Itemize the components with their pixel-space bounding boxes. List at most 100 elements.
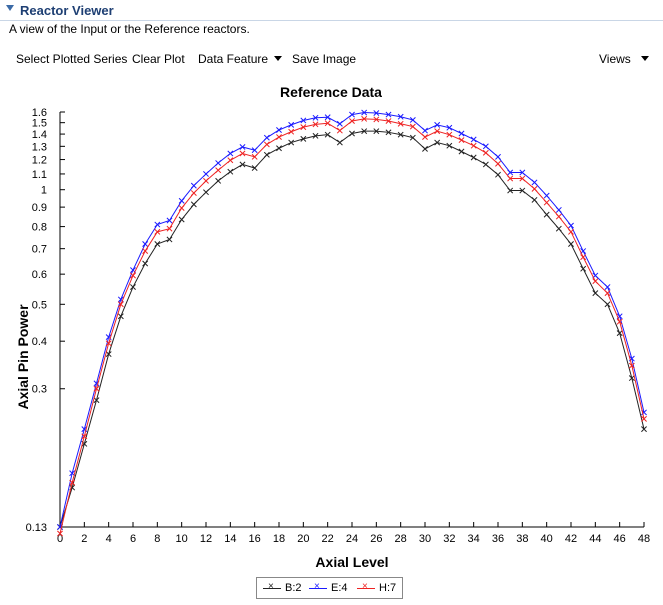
data-point-marker bbox=[93, 397, 100, 404]
data-point-marker bbox=[105, 340, 112, 347]
data-point-marker bbox=[336, 139, 343, 146]
x-tick-label: 4 bbox=[106, 533, 112, 545]
data-point-marker bbox=[312, 132, 319, 139]
data-point-marker bbox=[495, 153, 501, 160]
x-tick-label: 30 bbox=[419, 533, 431, 545]
section-title[interactable]: Reactor Viewer bbox=[20, 3, 114, 18]
section-header[interactable]: Reactor Viewer bbox=[0, 0, 663, 21]
save-image-label: Save Image bbox=[292, 52, 357, 66]
x-tick-label: 26 bbox=[370, 533, 382, 545]
x-tick-label: 2 bbox=[81, 533, 87, 545]
data-point-marker bbox=[178, 205, 185, 211]
data-point-marker bbox=[519, 187, 526, 194]
clear-plot-button[interactable]: Clear Plot bbox=[132, 52, 185, 66]
x-tick-label: 44 bbox=[589, 533, 601, 545]
legend-line bbox=[263, 588, 281, 589]
data-point-marker bbox=[604, 284, 611, 290]
data-point-marker bbox=[288, 139, 295, 146]
legend-marker-icon: × bbox=[362, 581, 368, 592]
data-point-marker bbox=[251, 147, 258, 154]
data-point-marker bbox=[203, 170, 209, 177]
data-point-marker bbox=[458, 137, 465, 144]
data-point-marker bbox=[434, 139, 441, 146]
data-point-marker bbox=[227, 150, 234, 157]
data-point-marker bbox=[458, 148, 465, 155]
data-point-marker bbox=[373, 116, 380, 123]
data-point-marker bbox=[470, 136, 477, 143]
data-point-marker bbox=[628, 375, 635, 382]
data-point-marker bbox=[446, 131, 453, 138]
section-description: A view of the Input or the Reference rea… bbox=[9, 22, 250, 36]
data-feature-dropdown[interactable]: Data Feature bbox=[198, 52, 283, 66]
data-point-marker bbox=[276, 134, 282, 141]
data-point-marker bbox=[604, 301, 611, 308]
data-point-marker bbox=[616, 330, 623, 337]
data-point-marker bbox=[166, 217, 173, 224]
y-tick-label: 1.4 bbox=[32, 129, 47, 141]
views-dropdown[interactable]: Views bbox=[599, 52, 649, 66]
data-point-marker bbox=[628, 362, 635, 369]
legend-marker-icon: × bbox=[314, 581, 320, 592]
x-tick-label: 28 bbox=[395, 533, 407, 545]
data-point-marker bbox=[336, 120, 343, 127]
data-point-marker bbox=[422, 145, 428, 152]
y-tick-label: 0.4 bbox=[32, 336, 47, 348]
data-point-marker bbox=[69, 479, 76, 486]
x-tick-label: 46 bbox=[614, 533, 626, 545]
x-tick-label: 34 bbox=[468, 533, 480, 545]
clear-plot-label: Clear Plot bbox=[132, 52, 185, 66]
data-point-marker bbox=[324, 131, 331, 138]
data-point-marker bbox=[641, 426, 647, 433]
data-point-marker bbox=[616, 318, 623, 325]
data-point-marker bbox=[93, 385, 100, 392]
x-tick-label: 0 bbox=[57, 533, 63, 545]
data-point-marker bbox=[543, 199, 550, 206]
data-point-marker bbox=[446, 142, 453, 149]
data-point-marker bbox=[336, 127, 343, 134]
x-tick-label: 48 bbox=[638, 533, 650, 545]
data-point-marker bbox=[239, 144, 246, 150]
data-point-marker bbox=[81, 433, 88, 440]
x-tick-label: 40 bbox=[541, 533, 553, 545]
legend-label: E:4 bbox=[331, 582, 348, 594]
y-tick-label: 1.6 bbox=[32, 107, 47, 119]
data-point-marker bbox=[349, 118, 355, 124]
collapse-chevron-icon[interactable] bbox=[6, 5, 14, 11]
data-point-marker bbox=[373, 128, 380, 135]
data-point-marker bbox=[482, 161, 489, 168]
data-feature-label: Data Feature bbox=[198, 52, 269, 66]
y-axis-label: Axial Pin Power bbox=[15, 304, 31, 410]
x-tick-label: 24 bbox=[346, 533, 358, 545]
y-tick-label: 0.8 bbox=[32, 222, 47, 234]
data-point-marker bbox=[324, 114, 331, 121]
x-axis-label: Axial Level bbox=[315, 554, 388, 570]
save-image-button[interactable]: Save Image bbox=[292, 52, 356, 66]
data-point-marker bbox=[288, 121, 295, 128]
data-point-marker bbox=[361, 109, 368, 116]
data-point-marker bbox=[580, 254, 587, 261]
data-point-marker bbox=[434, 121, 441, 128]
x-tick-label: 6 bbox=[130, 533, 136, 545]
data-point-marker bbox=[57, 530, 63, 537]
x-tick-label: 8 bbox=[154, 533, 160, 545]
data-point-marker bbox=[117, 301, 124, 308]
data-point-marker bbox=[409, 123, 416, 130]
data-point-marker bbox=[276, 145, 282, 152]
data-point-marker bbox=[142, 241, 149, 247]
data-point-marker bbox=[117, 313, 124, 320]
data-point-marker bbox=[105, 351, 112, 358]
data-point-marker bbox=[531, 196, 538, 203]
data-point-marker bbox=[409, 134, 416, 141]
data-point-marker bbox=[190, 182, 197, 189]
x-tick-label: 42 bbox=[565, 533, 577, 545]
data-point-marker bbox=[227, 168, 234, 175]
data-point-marker bbox=[312, 121, 319, 128]
x-tick-label: 38 bbox=[516, 533, 528, 545]
data-point-marker bbox=[519, 169, 526, 176]
series-line-b2 bbox=[59, 130, 645, 528]
select-plotted-series-button[interactable]: Select Plotted Series bbox=[16, 52, 127, 66]
data-point-marker bbox=[482, 143, 489, 150]
data-point-marker bbox=[604, 290, 611, 297]
legend-line bbox=[309, 588, 327, 589]
y-tick-label: 1.1 bbox=[32, 169, 47, 181]
